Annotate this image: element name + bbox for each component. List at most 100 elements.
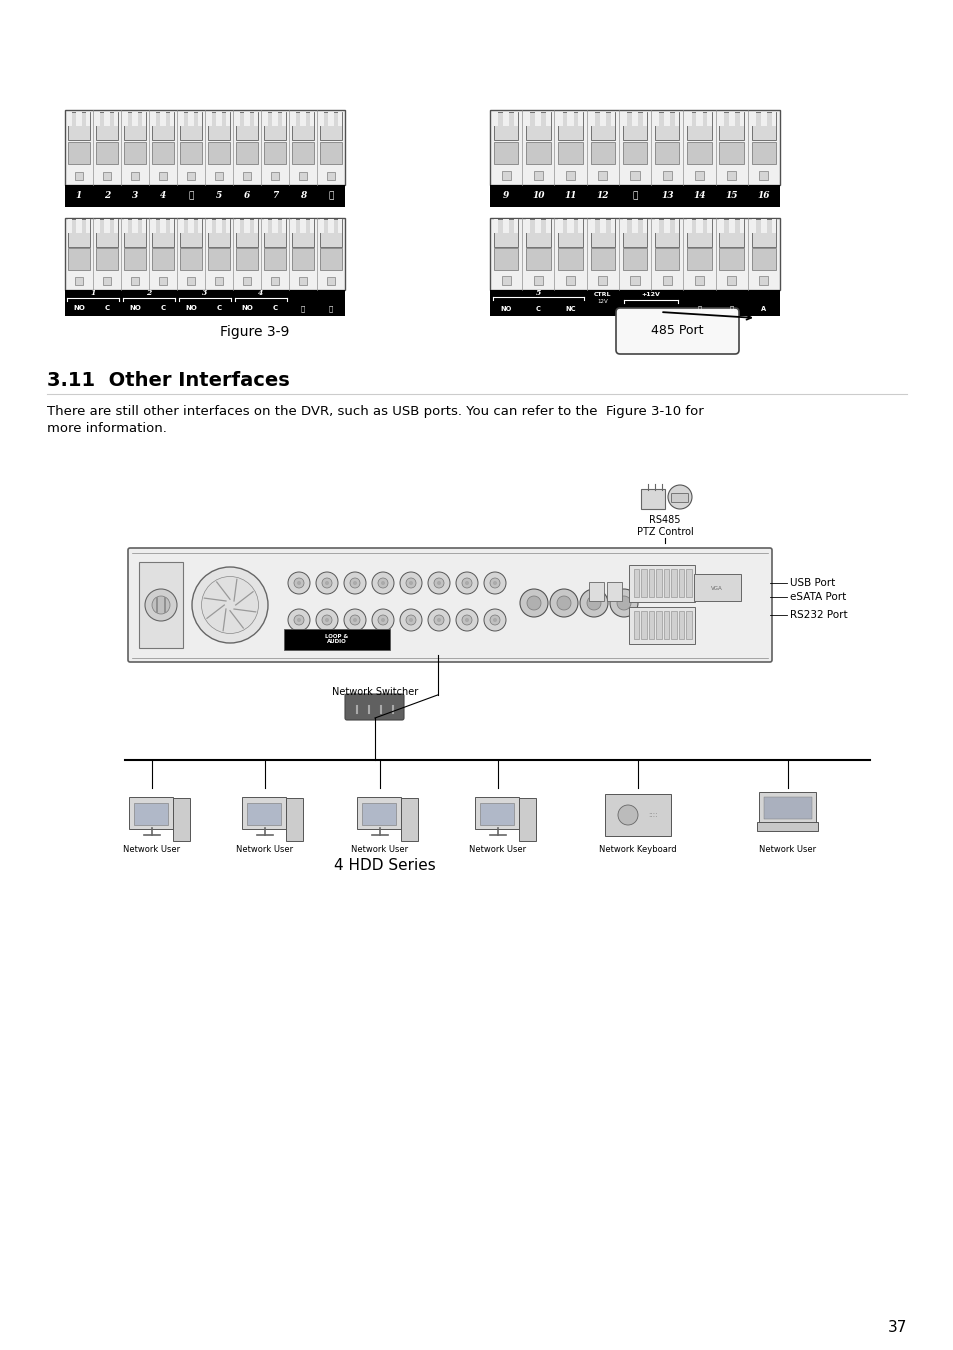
FancyBboxPatch shape: [663, 612, 669, 639]
Circle shape: [434, 578, 443, 589]
Circle shape: [344, 572, 366, 594]
FancyBboxPatch shape: [719, 112, 743, 140]
FancyBboxPatch shape: [771, 220, 776, 234]
FancyBboxPatch shape: [292, 142, 314, 163]
Circle shape: [372, 609, 394, 630]
FancyBboxPatch shape: [629, 606, 695, 644]
FancyBboxPatch shape: [345, 694, 403, 720]
FancyBboxPatch shape: [113, 112, 117, 126]
FancyBboxPatch shape: [320, 248, 341, 270]
FancyBboxPatch shape: [104, 220, 110, 234]
FancyBboxPatch shape: [490, 290, 780, 316]
FancyBboxPatch shape: [719, 248, 743, 270]
FancyBboxPatch shape: [656, 568, 661, 597]
Text: NO: NO: [185, 305, 196, 312]
FancyBboxPatch shape: [86, 112, 90, 126]
Text: 12V: 12V: [597, 300, 607, 304]
Text: Network Switcher: Network Switcher: [332, 687, 417, 697]
Circle shape: [483, 572, 505, 594]
Circle shape: [399, 572, 421, 594]
FancyBboxPatch shape: [328, 220, 334, 234]
FancyBboxPatch shape: [726, 275, 736, 285]
FancyBboxPatch shape: [567, 220, 573, 234]
Text: C: C: [104, 305, 110, 312]
Circle shape: [380, 618, 385, 622]
Text: NC: NC: [565, 305, 576, 312]
FancyBboxPatch shape: [590, 220, 595, 234]
FancyBboxPatch shape: [634, 612, 639, 639]
FancyBboxPatch shape: [320, 142, 341, 163]
FancyBboxPatch shape: [640, 568, 646, 597]
FancyBboxPatch shape: [103, 171, 111, 180]
FancyBboxPatch shape: [622, 142, 646, 163]
FancyBboxPatch shape: [65, 109, 345, 185]
Circle shape: [294, 578, 304, 589]
FancyBboxPatch shape: [578, 112, 582, 126]
FancyBboxPatch shape: [264, 142, 285, 163]
FancyBboxPatch shape: [525, 112, 550, 140]
Text: ⏚: ⏚: [328, 192, 334, 201]
FancyBboxPatch shape: [271, 277, 278, 285]
Circle shape: [464, 580, 469, 585]
FancyBboxPatch shape: [686, 220, 711, 247]
Circle shape: [406, 578, 416, 589]
FancyBboxPatch shape: [401, 798, 418, 841]
FancyBboxPatch shape: [69, 220, 72, 234]
FancyBboxPatch shape: [663, 220, 670, 234]
FancyBboxPatch shape: [655, 248, 679, 270]
FancyBboxPatch shape: [759, 170, 767, 180]
FancyBboxPatch shape: [558, 112, 562, 126]
FancyBboxPatch shape: [216, 220, 221, 234]
FancyBboxPatch shape: [124, 248, 146, 270]
FancyBboxPatch shape: [648, 612, 654, 639]
FancyBboxPatch shape: [75, 171, 83, 180]
Text: 7: 7: [272, 192, 278, 201]
FancyBboxPatch shape: [501, 170, 510, 180]
FancyBboxPatch shape: [751, 112, 756, 126]
FancyBboxPatch shape: [494, 220, 517, 247]
FancyBboxPatch shape: [610, 112, 615, 126]
Circle shape: [152, 595, 170, 614]
FancyBboxPatch shape: [65, 217, 345, 290]
FancyBboxPatch shape: [142, 112, 146, 126]
FancyBboxPatch shape: [131, 171, 139, 180]
FancyBboxPatch shape: [264, 248, 285, 270]
FancyBboxPatch shape: [327, 277, 335, 285]
Circle shape: [493, 580, 497, 585]
FancyBboxPatch shape: [751, 112, 776, 140]
FancyBboxPatch shape: [69, 248, 90, 270]
FancyBboxPatch shape: [103, 277, 111, 285]
FancyBboxPatch shape: [69, 220, 90, 247]
FancyBboxPatch shape: [264, 112, 268, 126]
FancyBboxPatch shape: [590, 142, 615, 163]
FancyBboxPatch shape: [173, 798, 191, 841]
FancyBboxPatch shape: [630, 275, 639, 285]
Text: NO: NO: [241, 305, 253, 312]
Text: 3: 3: [202, 289, 208, 297]
Text: C: C: [216, 305, 221, 312]
Circle shape: [490, 578, 499, 589]
Text: 8: 8: [299, 192, 306, 201]
FancyBboxPatch shape: [662, 170, 671, 180]
FancyBboxPatch shape: [187, 277, 194, 285]
FancyBboxPatch shape: [622, 220, 626, 234]
FancyBboxPatch shape: [152, 112, 173, 140]
FancyBboxPatch shape: [236, 220, 240, 234]
FancyBboxPatch shape: [610, 220, 615, 234]
FancyBboxPatch shape: [236, 248, 257, 270]
FancyBboxPatch shape: [327, 171, 335, 180]
FancyBboxPatch shape: [124, 220, 146, 247]
FancyBboxPatch shape: [728, 220, 734, 234]
FancyBboxPatch shape: [514, 112, 517, 126]
FancyBboxPatch shape: [751, 142, 776, 163]
FancyBboxPatch shape: [180, 112, 184, 126]
FancyBboxPatch shape: [686, 142, 711, 163]
FancyBboxPatch shape: [292, 112, 295, 126]
FancyBboxPatch shape: [655, 112, 679, 140]
FancyBboxPatch shape: [502, 112, 509, 126]
FancyBboxPatch shape: [622, 112, 646, 140]
Circle shape: [409, 580, 413, 585]
FancyBboxPatch shape: [535, 112, 540, 126]
FancyBboxPatch shape: [188, 220, 193, 234]
FancyBboxPatch shape: [519, 798, 536, 841]
